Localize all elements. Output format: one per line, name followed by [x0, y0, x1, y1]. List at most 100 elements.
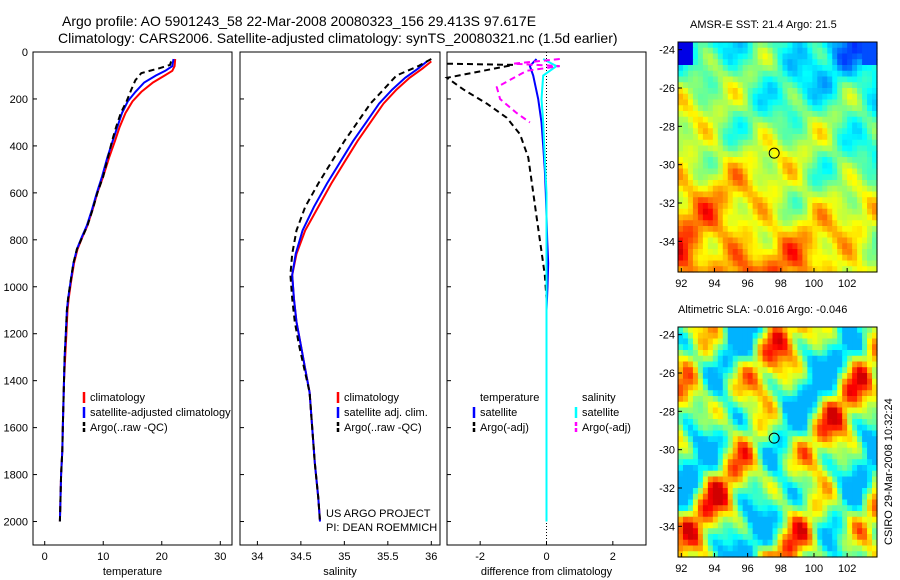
sla-heatmap-cell [777, 396, 784, 403]
sla-heatmap-cell [777, 545, 784, 552]
sst-heatmap-cell [682, 82, 689, 89]
sst-heatmap-cell [802, 145, 808, 152]
sla-heatmap-cell [872, 447, 878, 455]
sst-heatmap-cell [872, 93, 878, 101]
sla-heatmap-cell [842, 442, 848, 449]
sst-heatmap-cell [777, 226, 784, 233]
sst-heatmap-cell [752, 116, 759, 124]
sst-heatmap-cell [837, 174, 843, 181]
sla-heatmap-cell [837, 430, 843, 437]
sst-heatmap-cell [727, 254, 734, 262]
sla-heatmap-cell [762, 361, 769, 368]
sst-heatmap-cell [797, 162, 803, 170]
sst-heatmap-cell [752, 157, 759, 164]
sla-heatmap-cell [867, 534, 873, 541]
sla-heatmap-cell [822, 551, 828, 558]
sla-heatmap-cell [842, 511, 848, 518]
sst-heatmap-cell [678, 243, 684, 250]
sst-heatmap-cell [787, 191, 794, 198]
sla-heatmap-cell [682, 493, 689, 501]
sst-heatmap-cell [702, 53, 709, 60]
sla-heatmap-cell [712, 493, 719, 501]
sst-heatmap-cell [697, 220, 704, 227]
sla-heatmap-cell [832, 338, 838, 345]
sst-heatmap-cell [787, 162, 794, 170]
sst-heatmap-cell [842, 254, 848, 262]
sst-heatmap-cell [772, 122, 779, 129]
sla-heatmap-cell [777, 332, 784, 340]
sst-heatmap-cell [767, 243, 774, 250]
sst-heatmap-cell [722, 116, 729, 124]
sla-heatmap-cell [777, 430, 784, 437]
sst-heatmap-cell [817, 134, 823, 141]
sla-heatmap-cell [792, 390, 798, 397]
sla-heatmap-cell [832, 430, 838, 437]
sst-heatmap-cell [692, 134, 699, 141]
sst-heatmap-cell [832, 139, 838, 147]
sst-heatmap-cell [747, 157, 754, 164]
sst-heatmap-cell [687, 220, 694, 227]
sst-heatmap-cell [682, 99, 689, 106]
sla-heatmap-cell [687, 465, 694, 472]
sla-heatmap-cell [872, 539, 878, 547]
sla-heatmap-cell [752, 476, 759, 483]
sla-heatmap-cell [777, 534, 784, 541]
sst-heatmap-cell [737, 231, 744, 239]
sla-heatmap-cell [837, 401, 843, 409]
sla-heatmap-cell [742, 424, 749, 432]
sla-heatmap-cell [847, 482, 853, 489]
sst-heatmap-cell [722, 197, 729, 204]
sst-heatmap-cell [762, 145, 769, 152]
sst-heatmap-cell [802, 70, 808, 78]
sla-heatmap-cell [817, 327, 823, 334]
sla-heatmap-cell [707, 327, 714, 334]
sst-heatmap-cell [678, 151, 684, 158]
sla-heatmap-cell [747, 430, 754, 437]
sla-heatmap-cell [867, 361, 873, 368]
sla-heatmap-cell [682, 413, 689, 420]
sst-heatmap-cell [832, 249, 838, 256]
sla-heatmap-cell [807, 430, 813, 437]
sla-heatmap-cell [802, 361, 808, 368]
sst-heatmap-cell [702, 220, 709, 227]
sst-heatmap-cell [678, 220, 684, 227]
sst-xtick-label: 102 [838, 278, 856, 290]
sst-heatmap-cell [762, 76, 769, 83]
sla-heatmap-cell [832, 493, 838, 501]
sla-heatmap-cell [742, 338, 749, 345]
sst-heatmap-cell [837, 70, 843, 78]
sla-heatmap-cell [752, 413, 759, 420]
sla-heatmap-cell [792, 539, 798, 547]
sla-heatmap-cell [707, 459, 714, 466]
sst-heatmap-cell [867, 203, 873, 210]
sla-heatmap-cell [812, 470, 818, 478]
sst-heatmap-cell [697, 203, 704, 210]
sla-heatmap-cell [797, 361, 803, 368]
sla-heatmap-cell [832, 344, 838, 351]
sst-heatmap-cell [802, 99, 808, 106]
sla-heatmap-cell [822, 396, 828, 403]
sla-heatmap-cell [787, 453, 794, 460]
sst-heatmap-cell [717, 122, 724, 129]
sla-heatmap-cell [697, 511, 704, 518]
sst-heatmap-cell [732, 249, 739, 256]
sst-heatmap-cell [712, 249, 719, 256]
sst-heatmap-cell [762, 42, 769, 49]
sst-heatmap-cell [737, 174, 744, 181]
sla-heatmap-cell [787, 419, 794, 426]
sla-heatmap-cell [697, 442, 704, 449]
sst-heatmap-cell [832, 145, 838, 152]
sla-heatmap-cell [722, 378, 729, 386]
sla-heatmap-cell [757, 373, 764, 380]
temp-ytick-label: 1600 [4, 423, 28, 435]
sla-heatmap-cell [837, 344, 843, 351]
sla-heatmap-cell [777, 539, 784, 547]
sla-heatmap-cell [697, 390, 704, 397]
sla-heatmap-cell [722, 551, 729, 558]
sst-heatmap-cell [727, 266, 734, 273]
sst-heatmap-cell [837, 162, 843, 170]
sla-heatmap-cell [782, 407, 789, 414]
sst-heatmap-cell [727, 128, 734, 135]
sst-heatmap-cell [742, 42, 749, 49]
sst-heatmap-cell [827, 162, 833, 170]
